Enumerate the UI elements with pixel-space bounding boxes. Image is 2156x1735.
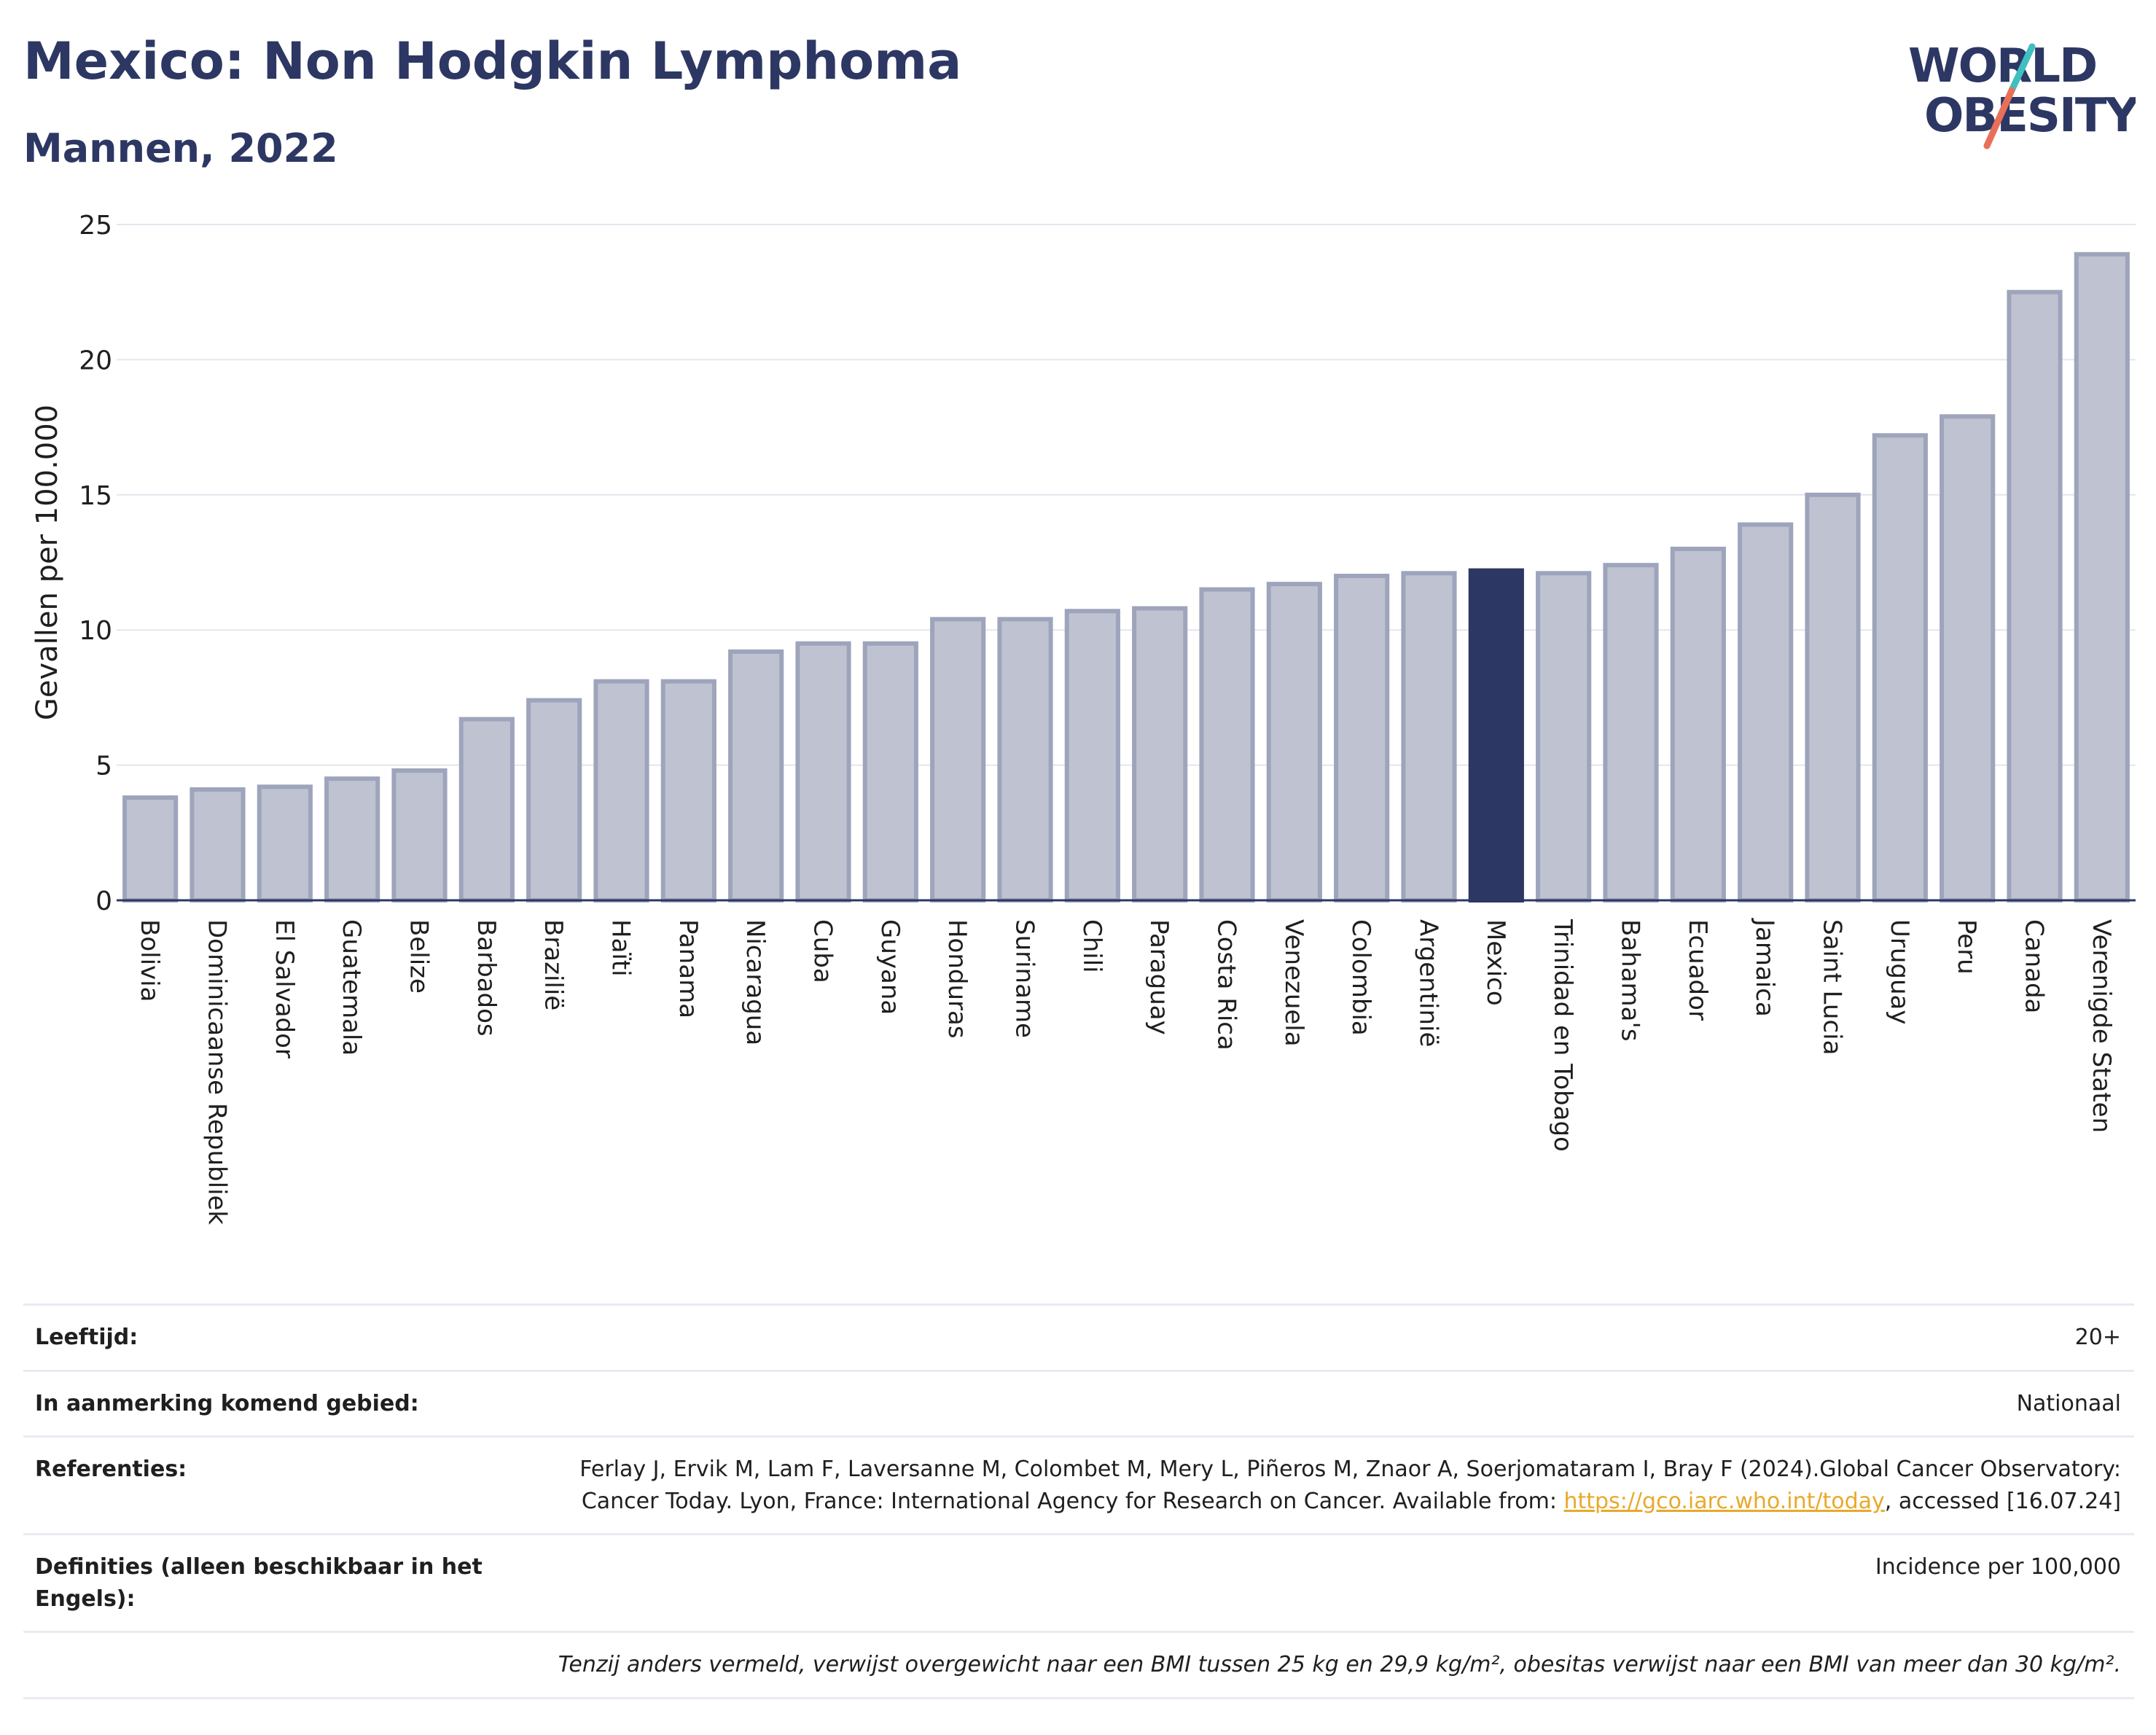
bar-honduras[interactable]: [930, 617, 986, 902]
y-tick-label: 25: [79, 211, 112, 241]
bar-cuba[interactable]: [795, 641, 851, 902]
bar-colombia[interactable]: [1334, 574, 1390, 902]
area-label: In aanmerking komend gebied:: [35, 1390, 419, 1416]
bar-argentini-[interactable]: [1401, 571, 1457, 902]
x-tick-label: Bolivia: [135, 919, 164, 1002]
x-tick-label: Cuba: [808, 919, 837, 983]
info-table: Leeftijd: 20+ In aanmerking komend gebie…: [23, 1303, 2134, 1699]
references-value: Ferlay J, Ervik M, Lam F, Laversanne M, …: [501, 1454, 2121, 1517]
bar-jamaica[interactable]: [1738, 522, 1794, 902]
y-tick-label: 0: [95, 886, 112, 916]
definitions-label: Definities (alleen beschikbaar in het En…: [35, 1554, 483, 1612]
bar-barbados[interactable]: [458, 717, 515, 903]
x-tick-label: El Salvador: [270, 919, 299, 1058]
x-tick-label: Haïti: [606, 919, 636, 977]
area-value: Nationaal: [2016, 1390, 2121, 1416]
bar-el-salvador[interactable]: [257, 784, 313, 902]
bar-belize[interactable]: [391, 768, 448, 902]
info-row-area: In aanmerking komend gebied: Nationaal: [23, 1369, 2134, 1436]
x-tick-label: Guyana: [875, 919, 905, 1015]
bar-ha-ti[interactable]: [593, 679, 649, 902]
x-tick-label: Verenigde Staten: [2087, 919, 2116, 1133]
bar-ecuador[interactable]: [1670, 546, 1726, 902]
references-accessed: , accessed [16.07.24]: [1884, 1488, 2121, 1514]
axes: 0 5 10 15 20 25: [79, 211, 2136, 916]
bar-brazili-[interactable]: [526, 698, 582, 902]
bar-suriname[interactable]: [997, 617, 1053, 902]
bar-verenigde-staten[interactable]: [2074, 252, 2130, 902]
x-tick-label: Brazilië: [539, 919, 568, 1010]
references-label: Referenties:: [35, 1457, 187, 1482]
grid-lines: [117, 224, 2136, 766]
x-tick-label: Barbados: [472, 919, 501, 1037]
x-tick-label: Mexico: [1481, 919, 1510, 1006]
bar-chili[interactable]: [1064, 609, 1120, 903]
logo-line2: OBESITY: [1924, 89, 2136, 143]
age-value: 20+: [2074, 1325, 2121, 1350]
bars: [122, 252, 2130, 903]
logo-slash-bottom: [1983, 87, 2015, 149]
bar-canada[interactable]: [2007, 289, 2063, 902]
y-tick-label: 5: [95, 752, 112, 781]
x-tick-label: Venezuela: [1279, 919, 1308, 1047]
y-tick-label: 10: [79, 616, 112, 646]
bar-saint-lucia[interactable]: [1805, 492, 1861, 902]
x-tick-label: Peru: [1952, 919, 1981, 975]
x-tick-label: Canada: [2020, 919, 2049, 1013]
category-labels: Bolivia Dominicaanse Republiek El Salvador…: [135, 918, 2116, 1225]
y-axis-title: Gevallen per 100.000: [31, 405, 64, 720]
chart-title: Mexico: Non Hodgkin Lymphoma: [23, 31, 962, 91]
references-text: Ferlay J, Ervik M, Lam F, Laversanne M, …: [579, 1457, 2121, 1514]
y-tick-label: 20: [79, 346, 112, 375]
bar-uruguay[interactable]: [1872, 433, 1928, 902]
x-tick-label: Paraguay: [1144, 919, 1173, 1035]
x-tick-label: Ecuador: [1683, 919, 1712, 1021]
x-tick-label: Belize: [405, 919, 434, 994]
bar-bahama-s[interactable]: [1603, 563, 1659, 902]
x-tick-label: Chili: [1077, 919, 1106, 973]
x-tick-label: Guatemala: [337, 919, 366, 1056]
logo-line1: WORLD: [1908, 39, 2096, 93]
bar-venezuela[interactable]: [1266, 582, 1322, 902]
x-tick-label: Uruguay: [1885, 919, 1914, 1025]
x-tick-label: Honduras: [942, 919, 972, 1039]
bar-dominicaanse-republiek[interactable]: [190, 787, 246, 902]
info-row-references: Referenties: Ferlay J, Ervik M, Lam F, L…: [23, 1435, 2134, 1533]
x-tick-label: Saint Lucia: [1818, 919, 1847, 1055]
x-tick-label: Panama: [673, 919, 703, 1018]
age-label: Leeftijd:: [35, 1325, 138, 1350]
bar-nicaragua[interactable]: [728, 649, 784, 902]
bar-trinidad-en-tobago[interactable]: [1536, 571, 1592, 902]
logo-slash-top: [2008, 43, 2036, 94]
info-row-definitions: Definities (alleen beschikbaar in het En…: [23, 1533, 2134, 1631]
bar-panama[interactable]: [660, 679, 716, 902]
bar-paraguay[interactable]: [1132, 606, 1188, 902]
references-link[interactable]: https://gco.iarc.who.int/today: [1563, 1488, 1885, 1514]
bmi-note: Tenzij anders vermeld, verwijst overgewi…: [558, 1652, 2121, 1677]
info-row-note: Tenzij anders vermeld, verwijst overgewi…: [23, 1631, 2134, 1699]
info-row-age: Leeftijd: 20+: [23, 1303, 2134, 1370]
bar-bolivia[interactable]: [122, 795, 179, 903]
x-tick-label: Colombia: [1346, 919, 1375, 1036]
bar-chart: 0 5 10 15 20 25 Bolivia Dominicaanse Republiek…: [31, 211, 2136, 1225]
chart-subtitle: Mannen, 2022: [23, 125, 338, 171]
x-tick-label: Bahama's: [1616, 919, 1645, 1042]
bar-costa-rica[interactable]: [1199, 587, 1255, 903]
x-tick-label: Trinidad en Tobago: [1548, 919, 1577, 1152]
bar-mexico[interactable]: [1468, 568, 1524, 903]
definitions-value: Incidence per 100,000: [1875, 1554, 2121, 1580]
world-obesity-logo: WORLD OBESITY: [1908, 39, 2136, 149]
y-tick-label: 15: [79, 481, 112, 511]
x-tick-label: Jamaica: [1750, 918, 1779, 1017]
bar-guyana[interactable]: [862, 641, 918, 902]
x-tick-label: Nicaragua: [741, 919, 770, 1045]
bar-peru[interactable]: [1940, 414, 1996, 902]
x-tick-label: Suriname: [1010, 919, 1039, 1038]
x-tick-label: Dominicaanse Republiek: [203, 919, 232, 1225]
x-tick-label: Argentinië: [1414, 919, 1443, 1047]
x-tick-label: Costa Rica: [1212, 919, 1241, 1050]
bar-guatemala[interactable]: [324, 776, 380, 903]
